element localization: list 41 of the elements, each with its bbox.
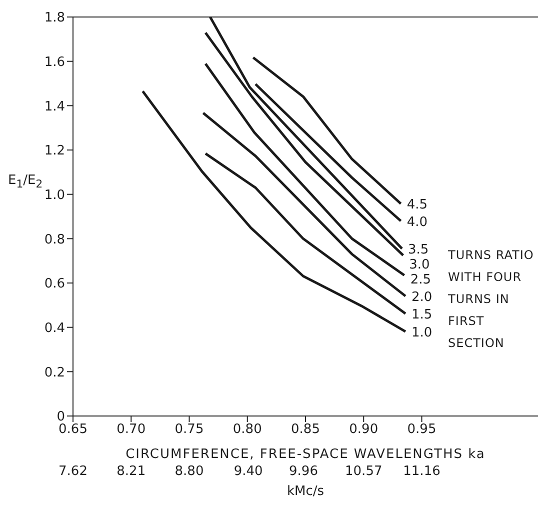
x-tick-label: 0.65	[58, 422, 88, 438]
y-tick-label: 0.8	[44, 232, 65, 248]
y-tick-label: 0	[56, 410, 65, 425]
x-tick-label: 0.90	[349, 422, 378, 438]
x2-tick-label: 11.16	[402, 464, 442, 479]
y-tick-label: 0.2	[44, 365, 65, 380]
series-label: 4.0	[406, 214, 428, 230]
y-tick-label: 1.8	[44, 10, 65, 26]
y-axis-title: E$_{1}$/E$_{2}$	[8, 173, 43, 191]
x2-tick-label: 10.57	[344, 464, 384, 479]
y-tick-label: 1.6	[44, 54, 65, 70]
y-tick-label: 0.6	[44, 276, 65, 292]
x2-axis-title: kMc/s	[286, 484, 326, 499]
x-axis-title: CIRCUMFERENCE, FREE-SPACE WAVELENGTHS ka	[126, 447, 486, 462]
series-label: 3.0	[409, 258, 430, 273]
x-tick-label: 0.70	[116, 422, 146, 438]
x-tick-label: 0.95	[407, 422, 436, 438]
x-tick-label: 0.80	[232, 422, 262, 438]
x-tick-label: 0.85	[291, 422, 320, 438]
line-series	[142, 90, 407, 333]
series-label: 1.5	[411, 308, 432, 323]
y-tick-label: 1.0	[44, 188, 65, 203]
x2-tick-label: 8.80	[174, 464, 205, 479]
series-label: 1.0	[411, 326, 432, 341]
series-label: 2.0	[411, 290, 432, 306]
series-label: 2.5	[410, 272, 431, 288]
series-label: 4.5	[406, 198, 428, 213]
x2-tick-label: 8.21	[116, 464, 147, 479]
y-tick-label: 1.2	[44, 144, 65, 159]
series-label: 3.5	[408, 242, 429, 258]
x2-tick-label: 7.62	[58, 464, 88, 479]
y-tick-label: 1.4	[44, 99, 65, 114]
x2-tick-label: 9.40	[232, 464, 264, 479]
line-series	[202, 112, 407, 298]
y-tick-label: 0.4	[44, 320, 65, 336]
line-series	[252, 56, 402, 205]
x2-tick-label: 9.96	[288, 464, 319, 479]
x-tick-label: 0.75	[174, 422, 204, 438]
annotation: TURNS RATIO WITH FOUR TURNS IN FIRST SECTION	[448, 247, 535, 352]
line-series	[204, 62, 406, 276]
line-series	[204, 152, 407, 315]
